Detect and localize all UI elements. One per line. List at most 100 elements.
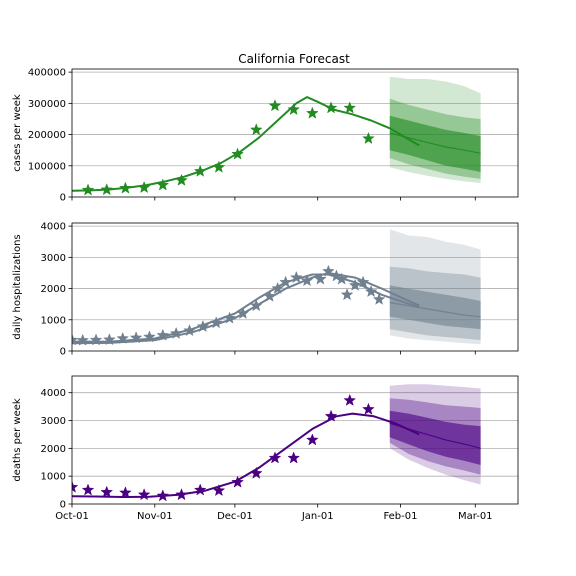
x-tick-label: Jan-01 (301, 511, 334, 522)
observed-point (175, 488, 188, 501)
observed-point (287, 102, 301, 116)
observed-point (249, 299, 263, 312)
hospitalizations-panel: 0 1000 2000 3000 4000 daily hospitalizations (12, 222, 519, 358)
observed-point (119, 486, 132, 499)
y-tick-label: 4000 (41, 388, 66, 399)
forecast-median (389, 302, 481, 318)
y-tick-label: 4000 (41, 222, 66, 233)
plot-area (72, 384, 481, 502)
observed-point (129, 331, 143, 344)
y-tick-label: 0 (60, 347, 66, 358)
observed-point (212, 483, 226, 497)
observed-point (89, 333, 103, 346)
observed-point (175, 173, 188, 186)
observed-point (137, 180, 151, 194)
observed-point (330, 269, 343, 282)
observed-point (223, 311, 236, 324)
y-tick-label: 200000 (28, 130, 66, 141)
observed-point (324, 409, 338, 422)
observed-point (348, 278, 362, 291)
observed-point (300, 274, 314, 287)
observed-point (156, 328, 170, 341)
observed-point (335, 272, 349, 285)
observed-point (209, 316, 223, 329)
x-tick-label: Feb-01 (383, 511, 417, 522)
observed-point (289, 270, 303, 284)
observed-point (268, 451, 282, 464)
observed-point (156, 489, 170, 502)
observed-point (362, 131, 375, 145)
chart-title: California Forecast (238, 52, 350, 66)
observed-point (324, 101, 338, 114)
y-axis-label: daily hospitalizations (12, 234, 23, 339)
observed-point (212, 160, 226, 173)
observed-point (263, 289, 277, 302)
x-tick-label: Nov-01 (137, 511, 173, 522)
y-tick-label: 0 (60, 500, 66, 511)
forecast-band50 (389, 410, 481, 465)
axes-frame (71, 375, 519, 505)
y-tick-label: 2000 (41, 284, 66, 295)
observed-point (143, 330, 156, 343)
observed-point (76, 333, 90, 346)
cases-panel: 0 100000 200000 300000 400000 cases per week (12, 68, 519, 204)
y-tick-label: 100000 (28, 161, 66, 172)
observed-point (169, 326, 183, 339)
observed-point (156, 178, 170, 191)
observed-point (81, 483, 95, 496)
observed-point (268, 99, 282, 112)
observed-point (305, 106, 319, 119)
y-tick-label: 2000 (41, 444, 66, 455)
y-tick-label: 1000 (41, 315, 66, 326)
observed-point (103, 333, 116, 346)
observed-point (183, 323, 196, 337)
observed-point (196, 319, 210, 333)
observed-point (322, 264, 335, 277)
model-line (72, 96, 420, 192)
x-tick-label: Oct-01 (55, 511, 89, 522)
deaths-panel: 0 1000 2000 3000 4000 Oct-01 Nov-01 Dec-01 Jan-0… (12, 375, 519, 522)
observed-point (193, 164, 207, 177)
y-tick-label: 0 (60, 193, 66, 204)
observed-point (119, 181, 132, 194)
y-axis-label: deaths per week (12, 398, 23, 482)
observed-point (305, 433, 319, 446)
y-tick-label: 1000 (41, 472, 66, 483)
y-tick-label: 400000 (28, 68, 66, 79)
plot-area (72, 229, 481, 346)
observed-point (81, 183, 95, 196)
plot-area (72, 76, 481, 196)
observed-point (287, 451, 301, 464)
observed-point (236, 306, 250, 319)
observed-point (362, 402, 375, 415)
axes-frame (71, 68, 519, 198)
x-tick-label: Dec-01 (217, 511, 253, 522)
x-tick-label: Mar-01 (458, 511, 493, 522)
observed-point (343, 101, 357, 114)
observed-point (231, 147, 244, 160)
observed-point (271, 281, 285, 294)
y-tick-label: 3000 (41, 253, 66, 264)
observed-point (72, 480, 79, 493)
model-line (72, 412, 420, 498)
y-tick-label: 300000 (28, 99, 66, 110)
observed-point (116, 331, 130, 344)
observed-point (231, 475, 244, 488)
observed-point (249, 466, 263, 479)
forecast-band50 (389, 285, 481, 330)
observed-point (340, 288, 354, 301)
y-tick-label: 3000 (41, 416, 66, 427)
y-axis-label: cases per week (12, 94, 23, 172)
observed-point (100, 183, 114, 196)
observed-point (137, 488, 151, 501)
observed-point (193, 483, 207, 496)
observed-point (364, 284, 378, 298)
observed-point (343, 393, 357, 406)
observed-point (249, 123, 263, 136)
observed-point (100, 485, 114, 498)
observed-point (356, 275, 370, 288)
observed-point (279, 275, 293, 288)
observed-point (372, 292, 386, 305)
observed-point (313, 272, 327, 285)
